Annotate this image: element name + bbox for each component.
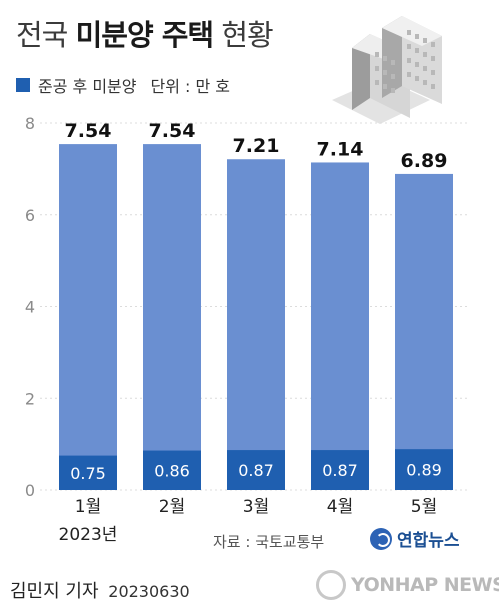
data-label-total-5: 6.89 xyxy=(401,150,448,172)
data-label-total-3: 7.21 xyxy=(233,135,280,157)
legend-swatch xyxy=(16,78,30,92)
data-label-post-completion-4: 0.87 xyxy=(322,461,358,480)
byline-author: 김민지 기자 xyxy=(10,581,99,602)
data-label-total-2: 7.54 xyxy=(149,120,196,142)
data-label-post-completion-2: 0.86 xyxy=(154,461,190,480)
byline: 김민지 기자 20230630 xyxy=(10,577,190,603)
bar-total-3 xyxy=(227,159,285,490)
watermark-icon xyxy=(316,570,346,600)
y-tick-label-6: 6 xyxy=(25,206,35,225)
source-credit: 자료 : 국토교통부 xyxy=(213,533,325,551)
y-tick-label-8: 8 xyxy=(25,114,35,133)
x-tick-label-3: 3월 xyxy=(243,497,269,517)
x-tick-label-4: 4월 xyxy=(327,497,353,517)
yonhap-logo-text: 연합뉴스 xyxy=(397,531,460,551)
bar-post-completion-4 xyxy=(311,450,369,490)
bar-total-2 xyxy=(143,144,201,491)
bar-post-completion-2 xyxy=(143,450,201,490)
watermark: YONHAP NEWS xyxy=(316,570,499,600)
yonhap-logo: 연합뉴스 xyxy=(370,526,460,551)
data-label-post-completion-3: 0.87 xyxy=(238,461,274,480)
title-regular-2: 현황 xyxy=(221,18,273,52)
y-tick-label-0: 0 xyxy=(25,481,35,500)
legend-series-label: 준공 후 미분양 xyxy=(38,77,137,96)
data-label-total-4: 7.14 xyxy=(317,138,364,160)
x-year-label: 2023년 xyxy=(59,525,118,545)
bar-total-4 xyxy=(311,162,369,490)
x-tick-label-1: 1월 xyxy=(75,497,101,517)
bar-total-1 xyxy=(59,144,117,491)
yonhap-logo-icon xyxy=(370,527,392,550)
x-tick-label-2: 2월 xyxy=(159,497,185,517)
bar-post-completion-1 xyxy=(59,455,117,490)
data-label-total-1: 7.54 xyxy=(65,120,112,142)
bar-post-completion-3 xyxy=(227,450,285,490)
byline-date: 20230630 xyxy=(108,582,190,601)
title-regular-1: 전국 xyxy=(16,18,68,52)
title-bold: 미분양 주택 xyxy=(75,18,214,52)
bars xyxy=(59,144,453,491)
labels: 0 2 4 6 8 7.54 0.75 1월 7.54 0.86 2월 7.21 0.87 3월 7.14 0… xyxy=(25,114,448,545)
data-label-post-completion-1: 0.75 xyxy=(70,464,106,483)
unit-label: 단위 : 만 호 xyxy=(150,77,231,96)
y-tick-label-4: 4 xyxy=(25,298,35,317)
data-label-post-completion-5: 0.89 xyxy=(406,461,442,480)
page-title: 전국 미분양 주택 현황 xyxy=(16,12,274,54)
legend: 준공 후 미분양 단위 : 만 호 xyxy=(16,74,230,96)
bar-post-completion-5 xyxy=(395,449,453,490)
bar-total-5 xyxy=(395,173,453,490)
watermark-text: YONHAP NEWS xyxy=(351,574,499,596)
x-tick-label-5: 5월 xyxy=(411,497,437,517)
building-illustration xyxy=(332,16,442,124)
y-tick-label-2: 2 xyxy=(25,389,35,408)
